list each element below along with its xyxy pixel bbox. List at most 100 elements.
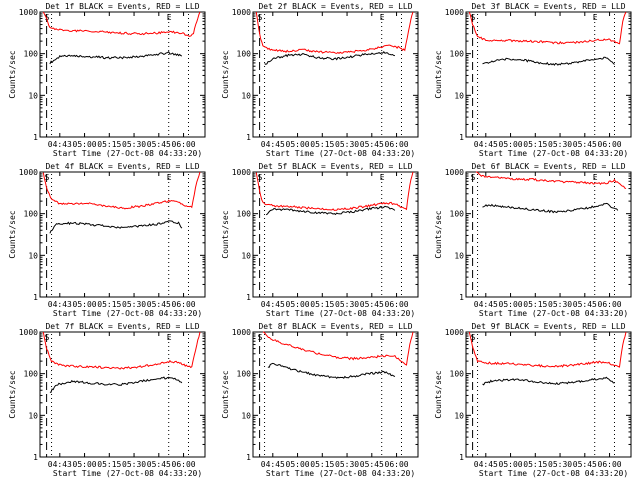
plot-frame	[465, 331, 632, 458]
x-tick-label: 05:45	[573, 300, 597, 309]
events-series-line	[49, 51, 183, 65]
y-tick-label: 1000	[232, 8, 251, 17]
x-tick-label: 06:00	[598, 300, 622, 309]
x-tick-label: 04:45	[261, 300, 285, 309]
x-axis-label: Start Time (27-Oct-08 04:33:20)	[266, 309, 415, 318]
y-axis-label: Counts/sec	[221, 50, 230, 98]
x-axis-label: Start Time (27-Oct-08 04:33:20)	[266, 149, 415, 158]
x-axis-label: Start Time (27-Oct-08 04:33:20)	[479, 149, 628, 158]
lld-series-line	[468, 11, 627, 45]
x-tick-label: 05:30	[335, 300, 359, 309]
y-tick-label: 1	[459, 293, 464, 302]
detector-panel: Det 3f BLACK = Events, RED = LLD 1 10 100 10…	[434, 2, 632, 158]
x-tick-label: 05:15	[523, 140, 547, 149]
detector-panel: Det 7f BLACK = Events, RED = LLD 1 10 100 10…	[8, 322, 206, 478]
detector-panel: Det 6f BLACK = Events, RED = LLD 1 10 100 10…	[434, 162, 632, 318]
panel-title: Det 2f BLACK = Events, RED = LLD	[258, 2, 412, 11]
lld-series-line	[475, 171, 627, 190]
lld-series-line	[42, 331, 201, 370]
y-tick-label: 10	[454, 411, 464, 420]
y-tick-label: 1000	[19, 8, 38, 17]
panel-title: Det 8f BLACK = Events, RED = LLD	[258, 322, 412, 331]
end-marker-label: E	[380, 173, 385, 182]
x-tick-label: 04:45	[261, 140, 285, 149]
x-tick-label: 05:30	[122, 300, 146, 309]
end-marker-label: E	[380, 13, 385, 22]
x-tick-label: 06:00	[172, 140, 196, 149]
y-tick-label: 10	[28, 91, 38, 100]
x-tick-label: 04:43	[48, 140, 72, 149]
y-tick-label: 1	[459, 133, 464, 142]
x-tick-label: 06:00	[598, 140, 622, 149]
x-tick-label: 05:15	[310, 300, 334, 309]
x-axis-label: Start Time (27-Oct-08 04:33:20)	[266, 469, 415, 478]
y-tick-label: 1	[246, 133, 251, 142]
y-tick-label: 100	[237, 50, 252, 59]
y-tick-label: 1000	[232, 168, 251, 177]
x-tick-label: 05:15	[523, 300, 547, 309]
plot-frame	[465, 171, 632, 298]
x-tick-label: 05:15	[310, 140, 334, 149]
start-marker-label: S	[45, 13, 50, 22]
x-tick-label: 05:45	[147, 460, 171, 469]
plot-frame	[39, 331, 206, 458]
y-tick-label: 10	[454, 251, 464, 260]
x-tick-label: 05:15	[523, 460, 547, 469]
start-marker-label: S	[471, 333, 476, 342]
x-tick-label: 05:00	[286, 140, 310, 149]
y-axis-label: Counts/sec	[8, 370, 17, 418]
y-axis-label: Counts/sec	[8, 50, 17, 98]
x-tick-label: 05:45	[360, 140, 384, 149]
x-tick-label: 05:30	[548, 140, 572, 149]
x-tick-label: 05:30	[122, 460, 146, 469]
detector-panel: Det 9f BLACK = Events, RED = LLD 1 10 100 10…	[434, 322, 632, 478]
x-tick-label: 05:00	[286, 300, 310, 309]
y-axis-label: Counts/sec	[8, 210, 17, 258]
panel-title: Det 5f BLACK = Events, RED = LLD	[258, 162, 412, 171]
lld-series-line	[42, 11, 201, 37]
y-tick-label: 1	[33, 133, 38, 142]
y-tick-label: 100	[450, 370, 465, 379]
x-tick-label: 04:45	[474, 140, 498, 149]
end-marker-label: E	[167, 173, 172, 182]
start-marker-label: S	[258, 173, 263, 182]
end-marker-label: E	[593, 333, 598, 342]
x-tick-label: 05:45	[147, 140, 171, 149]
x-tick-label: 06:00	[172, 460, 196, 469]
plot-frame	[252, 11, 419, 138]
x-axis-label: Start Time (27-Oct-08 04:33:20)	[53, 469, 202, 478]
events-series-line	[265, 205, 396, 216]
x-tick-label: 05:00	[499, 300, 523, 309]
x-tick-label: 05:00	[73, 460, 97, 469]
start-marker-label: S	[258, 13, 263, 22]
x-tick-label: 05:30	[335, 460, 359, 469]
x-tick-label: 05:15	[97, 140, 121, 149]
x-tick-label: 04:43	[48, 300, 72, 309]
y-tick-label: 100	[450, 210, 465, 219]
panel-title: Det 3f BLACK = Events, RED = LLD	[471, 2, 625, 11]
x-tick-label: 05:00	[286, 460, 310, 469]
x-tick-label: 04:45	[261, 460, 285, 469]
x-tick-label: 05:45	[360, 460, 384, 469]
x-tick-label: 05:00	[499, 460, 523, 469]
detector-panel: Det 5f BLACK = Events, RED = LLD 1 10 100 10…	[221, 162, 419, 318]
events-series-line	[264, 51, 395, 65]
x-tick-label: 06:00	[385, 300, 409, 309]
x-tick-label: 05:45	[573, 460, 597, 469]
y-axis-label: Counts/sec	[221, 370, 230, 418]
detector-panel: Det 8f BLACK = Events, RED = LLD 1 10 100 10…	[221, 322, 419, 478]
y-axis-label: Counts/sec	[434, 210, 443, 258]
plot-frame	[465, 11, 632, 138]
y-tick-label: 10	[241, 251, 251, 260]
y-tick-label: 10	[454, 91, 464, 100]
x-tick-label: 04:45	[474, 460, 498, 469]
y-tick-label: 100	[237, 370, 252, 379]
x-tick-label: 05:45	[147, 300, 171, 309]
x-tick-label: 05:30	[548, 300, 572, 309]
y-tick-label: 1	[33, 453, 38, 462]
start-marker-label: S	[45, 173, 50, 182]
y-tick-label: 1	[246, 293, 251, 302]
events-series-line	[482, 376, 615, 386]
y-tick-label: 1000	[19, 168, 38, 177]
